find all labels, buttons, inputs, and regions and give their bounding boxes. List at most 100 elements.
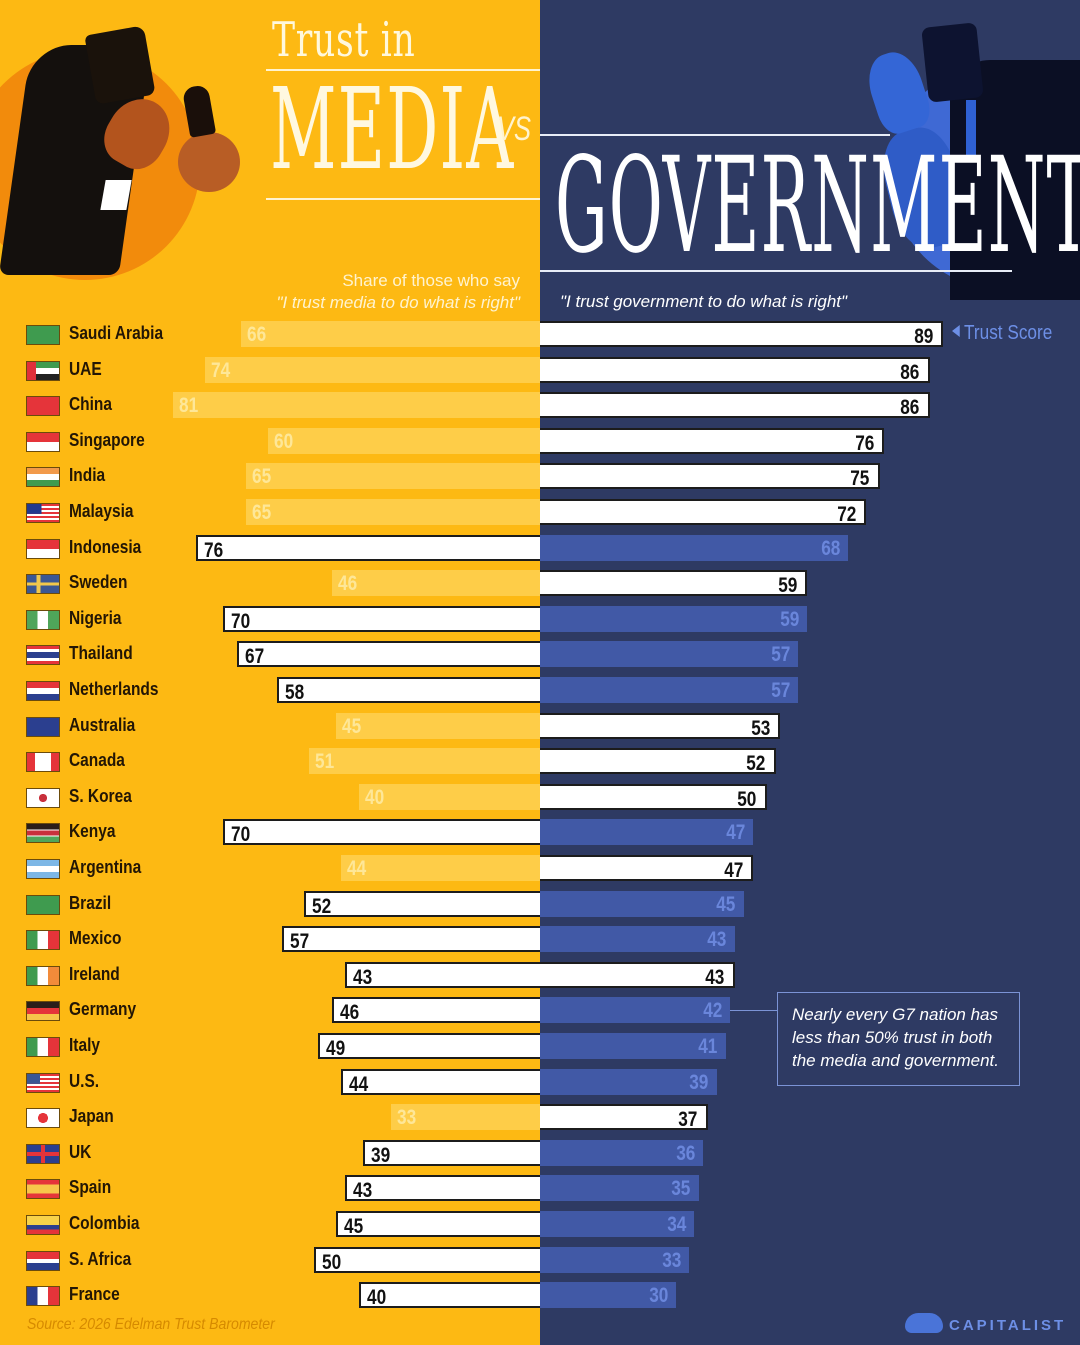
media-trust-bar: 60 bbox=[268, 427, 540, 454]
media-trust-value: 67 bbox=[244, 645, 264, 669]
media-subtitle-line1: Share of those who say bbox=[342, 271, 520, 290]
media-trust-bar: 50 bbox=[313, 1246, 540, 1274]
media-trust-bar: 40 bbox=[358, 1282, 540, 1309]
thailand-flag-icon bbox=[26, 645, 60, 666]
politician-head-illustration bbox=[921, 22, 984, 103]
media-trust-value: 43 bbox=[353, 965, 373, 989]
spain-flag-icon bbox=[26, 1179, 60, 1200]
chart-row-colombia: Colombia 45 34 bbox=[0, 1211, 1080, 1247]
country-label: UAE bbox=[69, 358, 102, 379]
media-trust-value: 46 bbox=[337, 572, 357, 596]
government-trust-value: 53 bbox=[750, 716, 771, 740]
government-trust-bar: 86 bbox=[540, 356, 930, 384]
chart-row-australia: Australia 45 53 bbox=[0, 712, 1080, 749]
government-trust-value: 57 bbox=[771, 679, 791, 702]
government-trust-bar: 50 bbox=[540, 783, 767, 811]
country-label: Brazil bbox=[69, 892, 112, 913]
source-note: Source: 2026 Edelman Trust Barometer bbox=[27, 1316, 275, 1333]
annotation-connector bbox=[730, 1010, 778, 1011]
media-trust-value: 51 bbox=[314, 750, 335, 774]
government-trust-bar: 39 bbox=[540, 1068, 717, 1095]
government-trust-bar: 37 bbox=[540, 1104, 708, 1132]
government-trust-value: 50 bbox=[737, 787, 757, 811]
media-trust-value: 39 bbox=[371, 1143, 391, 1167]
government-trust-value: 30 bbox=[648, 1284, 668, 1308]
country-label: S. Korea bbox=[69, 785, 132, 806]
country-label: Singapore bbox=[69, 429, 145, 450]
chart-row-mexico: Mexico 57 43 bbox=[0, 926, 1080, 962]
singapore-flag-icon bbox=[26, 431, 60, 452]
mexico-flag-icon bbox=[26, 930, 60, 951]
tie-illustration bbox=[966, 100, 976, 160]
chart-row-kenya: Kenya 70 47 bbox=[0, 819, 1080, 855]
france-flag-icon bbox=[26, 1286, 60, 1307]
italy-flag-icon bbox=[26, 1037, 60, 1057]
government-trust-bar: 76 bbox=[540, 427, 885, 455]
media-trust-bar: 58 bbox=[277, 677, 540, 704]
chart-row-uk: UK 39 36 bbox=[0, 1139, 1080, 1176]
media-trust-bar: 45 bbox=[336, 1211, 540, 1238]
media-trust-value: 57 bbox=[289, 930, 309, 954]
media-trust-bar: 52 bbox=[304, 890, 540, 918]
media-trust-value: 74 bbox=[210, 358, 230, 382]
country-label: UK bbox=[69, 1141, 92, 1162]
government-trust-bar: 30 bbox=[540, 1282, 676, 1309]
government-trust-value: 52 bbox=[746, 752, 766, 776]
government-trust-value: 35 bbox=[671, 1177, 691, 1201]
country-label: Canada bbox=[69, 750, 125, 771]
logo-mark-icon bbox=[905, 1313, 943, 1333]
media-trust-value: 65 bbox=[251, 465, 271, 489]
chart-row-france: France 40 30 bbox=[0, 1282, 1080, 1318]
government-trust-value: 37 bbox=[678, 1108, 698, 1132]
s-korea-flag-icon bbox=[26, 787, 60, 808]
media-trust-bar: 81 bbox=[173, 392, 540, 419]
trust-score-label: Trust Score bbox=[964, 322, 1053, 344]
media-trust-value: 44 bbox=[348, 1072, 368, 1096]
germany-flag-icon bbox=[26, 1001, 60, 1022]
government-trust-bar: 72 bbox=[540, 499, 867, 526]
government-trust-bar: 57 bbox=[540, 677, 799, 703]
chart-row-u-s: U.S. 44 39 bbox=[0, 1068, 1080, 1105]
media-trust-value: 33 bbox=[396, 1106, 416, 1130]
media-trust-bar: 65 bbox=[245, 499, 540, 525]
chart-row-canada: Canada 51 52 bbox=[0, 748, 1080, 784]
chart-row-ireland: Ireland 43 43 bbox=[0, 961, 1080, 998]
chart-row-indonesia: Indonesia 76 68 bbox=[0, 534, 1080, 571]
government-trust-bar: 53 bbox=[540, 712, 781, 740]
country-label: Mexico bbox=[69, 928, 122, 949]
media-trust-bar: 46 bbox=[331, 570, 540, 597]
media-trust-value: 40 bbox=[364, 785, 384, 809]
media-trust-bar: 33 bbox=[390, 1104, 540, 1131]
government-trust-bar: 43 bbox=[540, 961, 735, 989]
country-label: Australia bbox=[69, 714, 136, 735]
publisher-logo: CAPITALIST bbox=[905, 1313, 1066, 1334]
chart-row-s-korea: S. Korea 40 50 bbox=[0, 783, 1080, 820]
media-trust-bar: 74 bbox=[204, 356, 540, 383]
media-trust-bar: 44 bbox=[340, 855, 540, 881]
government-trust-value: 33 bbox=[662, 1248, 682, 1272]
chart-row-uae: UAE 74 86 bbox=[0, 356, 1080, 393]
chart-row-saudi-arabia: Saudi Arabia 66 89 bbox=[0, 321, 1080, 357]
media-trust-value: 70 bbox=[230, 823, 251, 847]
government-trust-bar: 42 bbox=[540, 997, 731, 1024]
country-label: Indonesia bbox=[69, 536, 142, 557]
country-label: Netherlands bbox=[69, 679, 159, 699]
media-trust-value: 60 bbox=[274, 429, 294, 453]
chart-row-malaysia: Malaysia 65 72 bbox=[0, 499, 1080, 535]
triangle-left-icon bbox=[952, 325, 960, 337]
trust-score-legend: Trust Score bbox=[952, 322, 1052, 345]
government-trust-bar: 41 bbox=[540, 1033, 726, 1059]
country-label: S. Africa bbox=[69, 1248, 132, 1269]
media-subtitle-quote: "I trust media to do what is right" bbox=[276, 293, 520, 312]
chart-row-argentina: Argentina 44 47 bbox=[0, 855, 1080, 891]
country-label: Kenya bbox=[69, 821, 116, 842]
government-trust-bar: 33 bbox=[540, 1246, 690, 1273]
boxing-glove-icon bbox=[178, 132, 240, 192]
uae-flag-icon bbox=[26, 360, 60, 381]
chart-row-germany: Germany 46 42 bbox=[0, 997, 1080, 1033]
media-trust-value: 76 bbox=[203, 538, 223, 562]
country-label: Thailand bbox=[69, 643, 133, 664]
media-trust-value: 58 bbox=[285, 681, 305, 704]
media-trust-bar: 43 bbox=[345, 961, 540, 989]
government-trust-value: 34 bbox=[666, 1213, 687, 1236]
